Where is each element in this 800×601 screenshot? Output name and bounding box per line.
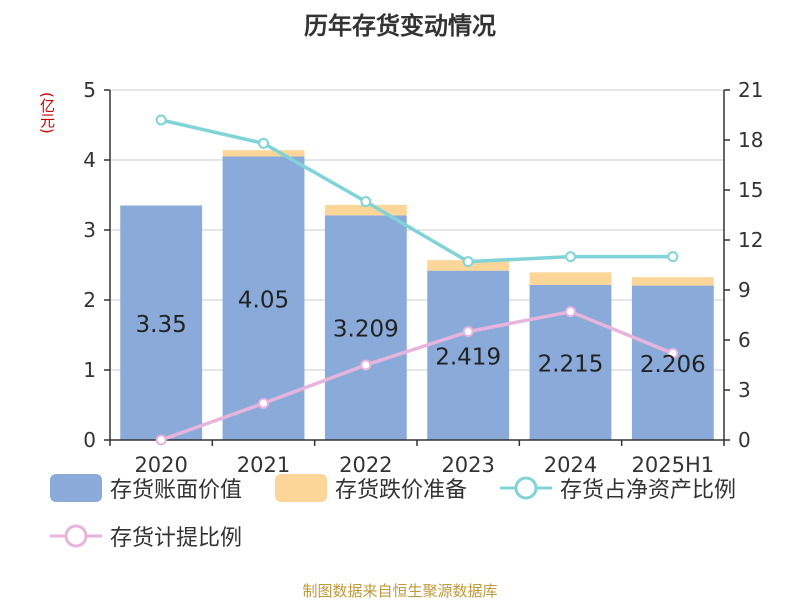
bar-data-labels: 3.35 4.05 3.209 2.419 2.215 2.206 (136, 287, 706, 378)
series-line (160, 309, 674, 442)
x-tick-label: 2020 (134, 453, 187, 477)
line-point (667, 251, 679, 263)
x-tick-label: 2023 (441, 453, 494, 477)
x-tick-label: 2024 (544, 453, 597, 477)
legend-swatch-bar-blue (50, 474, 102, 502)
legend-swatch-line-cyan (500, 474, 552, 502)
bar-impairment-provision (222, 150, 305, 157)
legend-item-net-asset-ratio: 存货占净资产比例 (500, 468, 736, 508)
right-tick-label: 9 (738, 278, 751, 302)
bar-impairment-provision (631, 277, 714, 286)
x-tick-label: 2021 (237, 453, 290, 477)
bar-data-label: 2.419 (435, 344, 501, 370)
line-point (258, 137, 269, 149)
bar-impairment-provision (529, 272, 612, 285)
left-tick-label: 0 (83, 428, 96, 452)
line-point (462, 256, 474, 268)
line-point (565, 251, 576, 263)
bar-data-label: 4.05 (238, 287, 289, 313)
legend-label: 存货计提比例 (110, 526, 243, 551)
legend-label: 存货跌价准备 (335, 478, 468, 503)
left-tick-label: 2 (83, 288, 96, 312)
bar-impairment-provision (324, 204, 407, 216)
left-tick-label: 3 (83, 218, 96, 242)
legend-swatch-line-pink (50, 522, 102, 550)
right-tick-label: 15 (738, 178, 763, 202)
legend-label: 存货占净资产比例 (560, 478, 737, 503)
bar-inventory-value (631, 285, 714, 440)
right-tick-label: 21 (738, 78, 763, 102)
right-tick-label: 18 (738, 128, 763, 152)
right-tick-label: 12 (738, 228, 763, 252)
legend-label: 存货账面价值 (110, 478, 243, 503)
bar-inventory-value (427, 270, 510, 440)
chart-title: 历年存货变动情况 (304, 12, 496, 40)
line-point (360, 359, 372, 371)
left-tick-label: 4 (83, 148, 96, 172)
bar-inventory-value (120, 205, 203, 440)
source-footer: 制图数据来自恒生聚源数据库 (302, 582, 498, 600)
line-series (155, 114, 679, 446)
right-tick-label: 0 (738, 428, 751, 452)
series-line (160, 118, 673, 264)
legend-item-provision-ratio: 存货计提比例 (50, 516, 242, 556)
legend-item-impairment: 存货跌价准备 (275, 468, 467, 508)
x-tick-label: 2022 (339, 453, 392, 477)
right-tick-label: 3 (738, 378, 751, 402)
line-point (258, 397, 269, 409)
legend-item-inventory-value: 存货账面价值 (50, 468, 242, 508)
grid-lines (110, 89, 724, 371)
bar-data-label: 3.35 (136, 312, 187, 338)
bar-series (120, 150, 714, 440)
left-tick-label: 1 (83, 358, 96, 382)
bar-data-label: 3.209 (333, 317, 399, 343)
bar-inventory-value (324, 215, 407, 440)
left-axis-unit: (亿元) (38, 92, 56, 134)
line-point (360, 196, 372, 208)
bar-data-label: 2.206 (640, 352, 706, 378)
right-tick-label: 6 (738, 328, 751, 352)
bar-data-label: 2.215 (538, 351, 604, 377)
line-point (155, 114, 167, 126)
line-point (155, 434, 167, 446)
line-point (667, 347, 679, 359)
left-tick-label: 5 (83, 78, 96, 102)
line-point (462, 326, 474, 338)
legend-swatch-bar-orange (275, 474, 327, 502)
line-point (565, 306, 576, 318)
x-tick-label: 2025H1 (632, 453, 715, 477)
